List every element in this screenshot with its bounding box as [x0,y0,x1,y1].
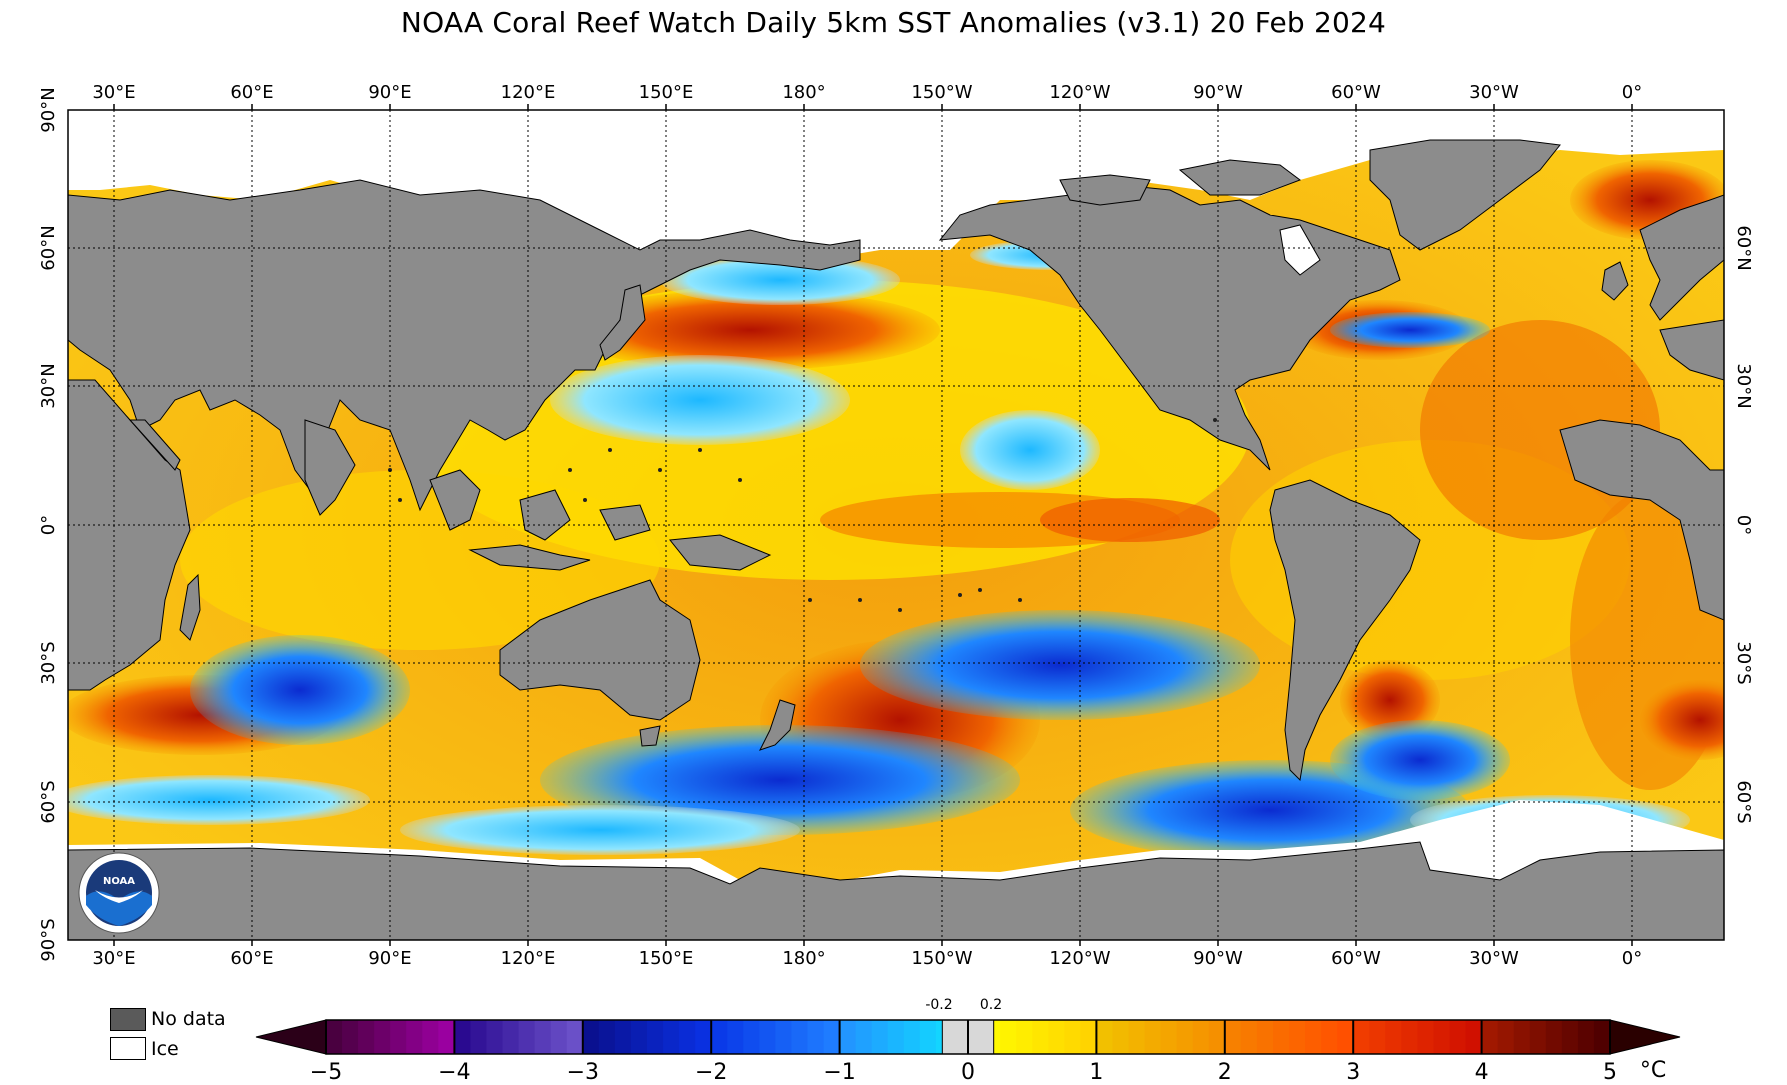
top-lon-label: 150°E [639,82,694,103]
top-lon-label: 150°W [911,82,972,103]
noaa-logo-text: NOAA [103,876,135,887]
left-lat-label: 90°S [38,918,59,961]
top-lon-label: 0° [1622,82,1642,103]
bottom-lon-label: 90°E [368,948,411,969]
noaa-logo: NOAA [78,852,160,934]
top-lon-label: 60°W [1331,82,1381,103]
top-lon-label: 120°W [1049,82,1110,103]
top-lon-label: 90°E [368,82,411,103]
tick-marks [113,104,1633,946]
bottom-lon-label: 180° [782,948,825,969]
map-title: NOAA Coral Reef Watch Daily 5km SST Anom… [400,6,1387,39]
ice-swatch [110,1037,146,1060]
left-lat-label: 0° [38,515,59,535]
top-lon-label: 30°W [1469,82,1519,103]
bottom-lon-label: 60°E [230,948,273,969]
top-lon-label: 60°E [230,82,273,103]
bottom-lon-label: 60°W [1331,948,1381,969]
no-data-label: No data [151,1008,226,1030]
graticule [68,110,1724,940]
no-data-swatch [110,1008,146,1031]
bottom-lon-label: 90°W [1193,948,1243,969]
bottom-lon-label: 30°E [92,948,135,969]
bottom-lon-label: 120°W [1049,948,1110,969]
right-lat-label: 60°N [1733,225,1754,270]
bottom-lon-label: 30°W [1469,948,1519,969]
map-frame [67,109,1725,941]
right-lat-label: 30°N [1733,363,1754,408]
right-lat-label: 30°S [1733,641,1754,684]
top-lon-label: 90°W [1193,82,1243,103]
bottom-lon-label: 150°E [639,948,694,969]
left-lat-label: 60°S [38,780,59,823]
bottom-lon-label: 120°E [501,948,556,969]
top-lon-label: 180° [782,82,825,103]
bottom-lon-label: 0° [1622,948,1642,969]
left-lat-label: 60°N [38,225,59,270]
ice-label: Ice [151,1038,179,1060]
left-lat-label: 90°N [38,87,59,132]
left-lat-label: 30°N [38,363,59,408]
left-lat-label: 30°S [38,641,59,684]
bottom-lon-label: 150°W [911,948,972,969]
right-lat-label: 60°S [1733,780,1754,823]
island-markers [388,418,1217,612]
top-lon-label: 30°E [92,82,135,103]
right-lat-label: 0° [1733,515,1754,535]
top-lon-label: 120°E [501,82,556,103]
